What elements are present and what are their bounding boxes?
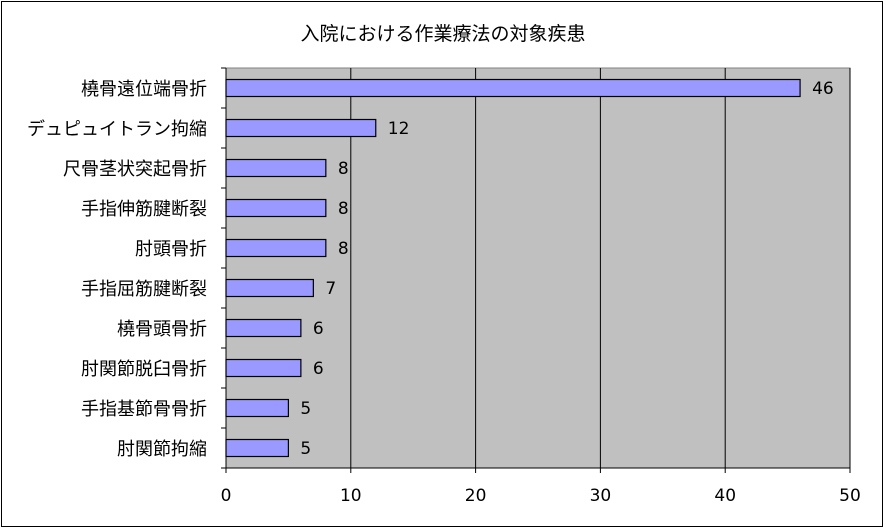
x-tick-label: 10 — [340, 486, 362, 506]
bar — [225, 438, 290, 458]
category-label: デュピュイトラン拘縮 — [27, 119, 207, 140]
data-label: 5 — [300, 439, 311, 459]
bar — [225, 78, 801, 98]
bar — [225, 358, 302, 378]
category-label: 肘関節拘縮 — [117, 439, 207, 460]
category-label: 橈骨遠位端骨折 — [81, 79, 207, 100]
bar — [225, 118, 377, 138]
category-label: 尺骨茎状突起骨折 — [63, 159, 207, 180]
data-label: 6 — [313, 319, 324, 339]
bar — [225, 318, 302, 338]
category-label: 肘関節脱臼骨折 — [81, 359, 207, 380]
category-label: 橈骨頭骨折 — [117, 319, 207, 340]
bar — [225, 398, 290, 418]
category-label: 手指伸筋腱断裂 — [81, 199, 207, 220]
category-label: 手指屈筋腱断裂 — [81, 279, 207, 300]
x-tick-label: 50 — [839, 486, 861, 506]
data-label: 8 — [338, 199, 349, 219]
bar — [225, 198, 327, 218]
bars — [225, 78, 801, 458]
data-label: 6 — [313, 359, 324, 379]
x-tick-label: 20 — [465, 486, 487, 506]
category-label: 肘頭骨折 — [135, 239, 207, 260]
data-label: 5 — [300, 399, 311, 419]
labels: 0 10 20 30 40 50 46 橈骨遠位端骨折 12 デュピュイトラン拘縮 8 尺骨茎状突起骨… — [27, 79, 861, 506]
data-label: 8 — [338, 159, 349, 179]
axes — [221, 67, 851, 473]
bar — [225, 278, 314, 298]
data-label: 8 — [338, 239, 349, 259]
x-tick-label: 40 — [714, 486, 736, 506]
chart-title: 入院における作業療法の対象疾患 — [300, 23, 585, 45]
data-label: 46 — [812, 79, 834, 99]
category-label: 手指基節骨骨折 — [81, 399, 207, 420]
x-tick-label: 30 — [590, 486, 612, 506]
bar — [225, 158, 327, 178]
data-label: 12 — [388, 119, 410, 139]
bar — [225, 238, 327, 258]
x-tick-label: 0 — [221, 486, 232, 506]
data-label: 7 — [325, 279, 336, 299]
